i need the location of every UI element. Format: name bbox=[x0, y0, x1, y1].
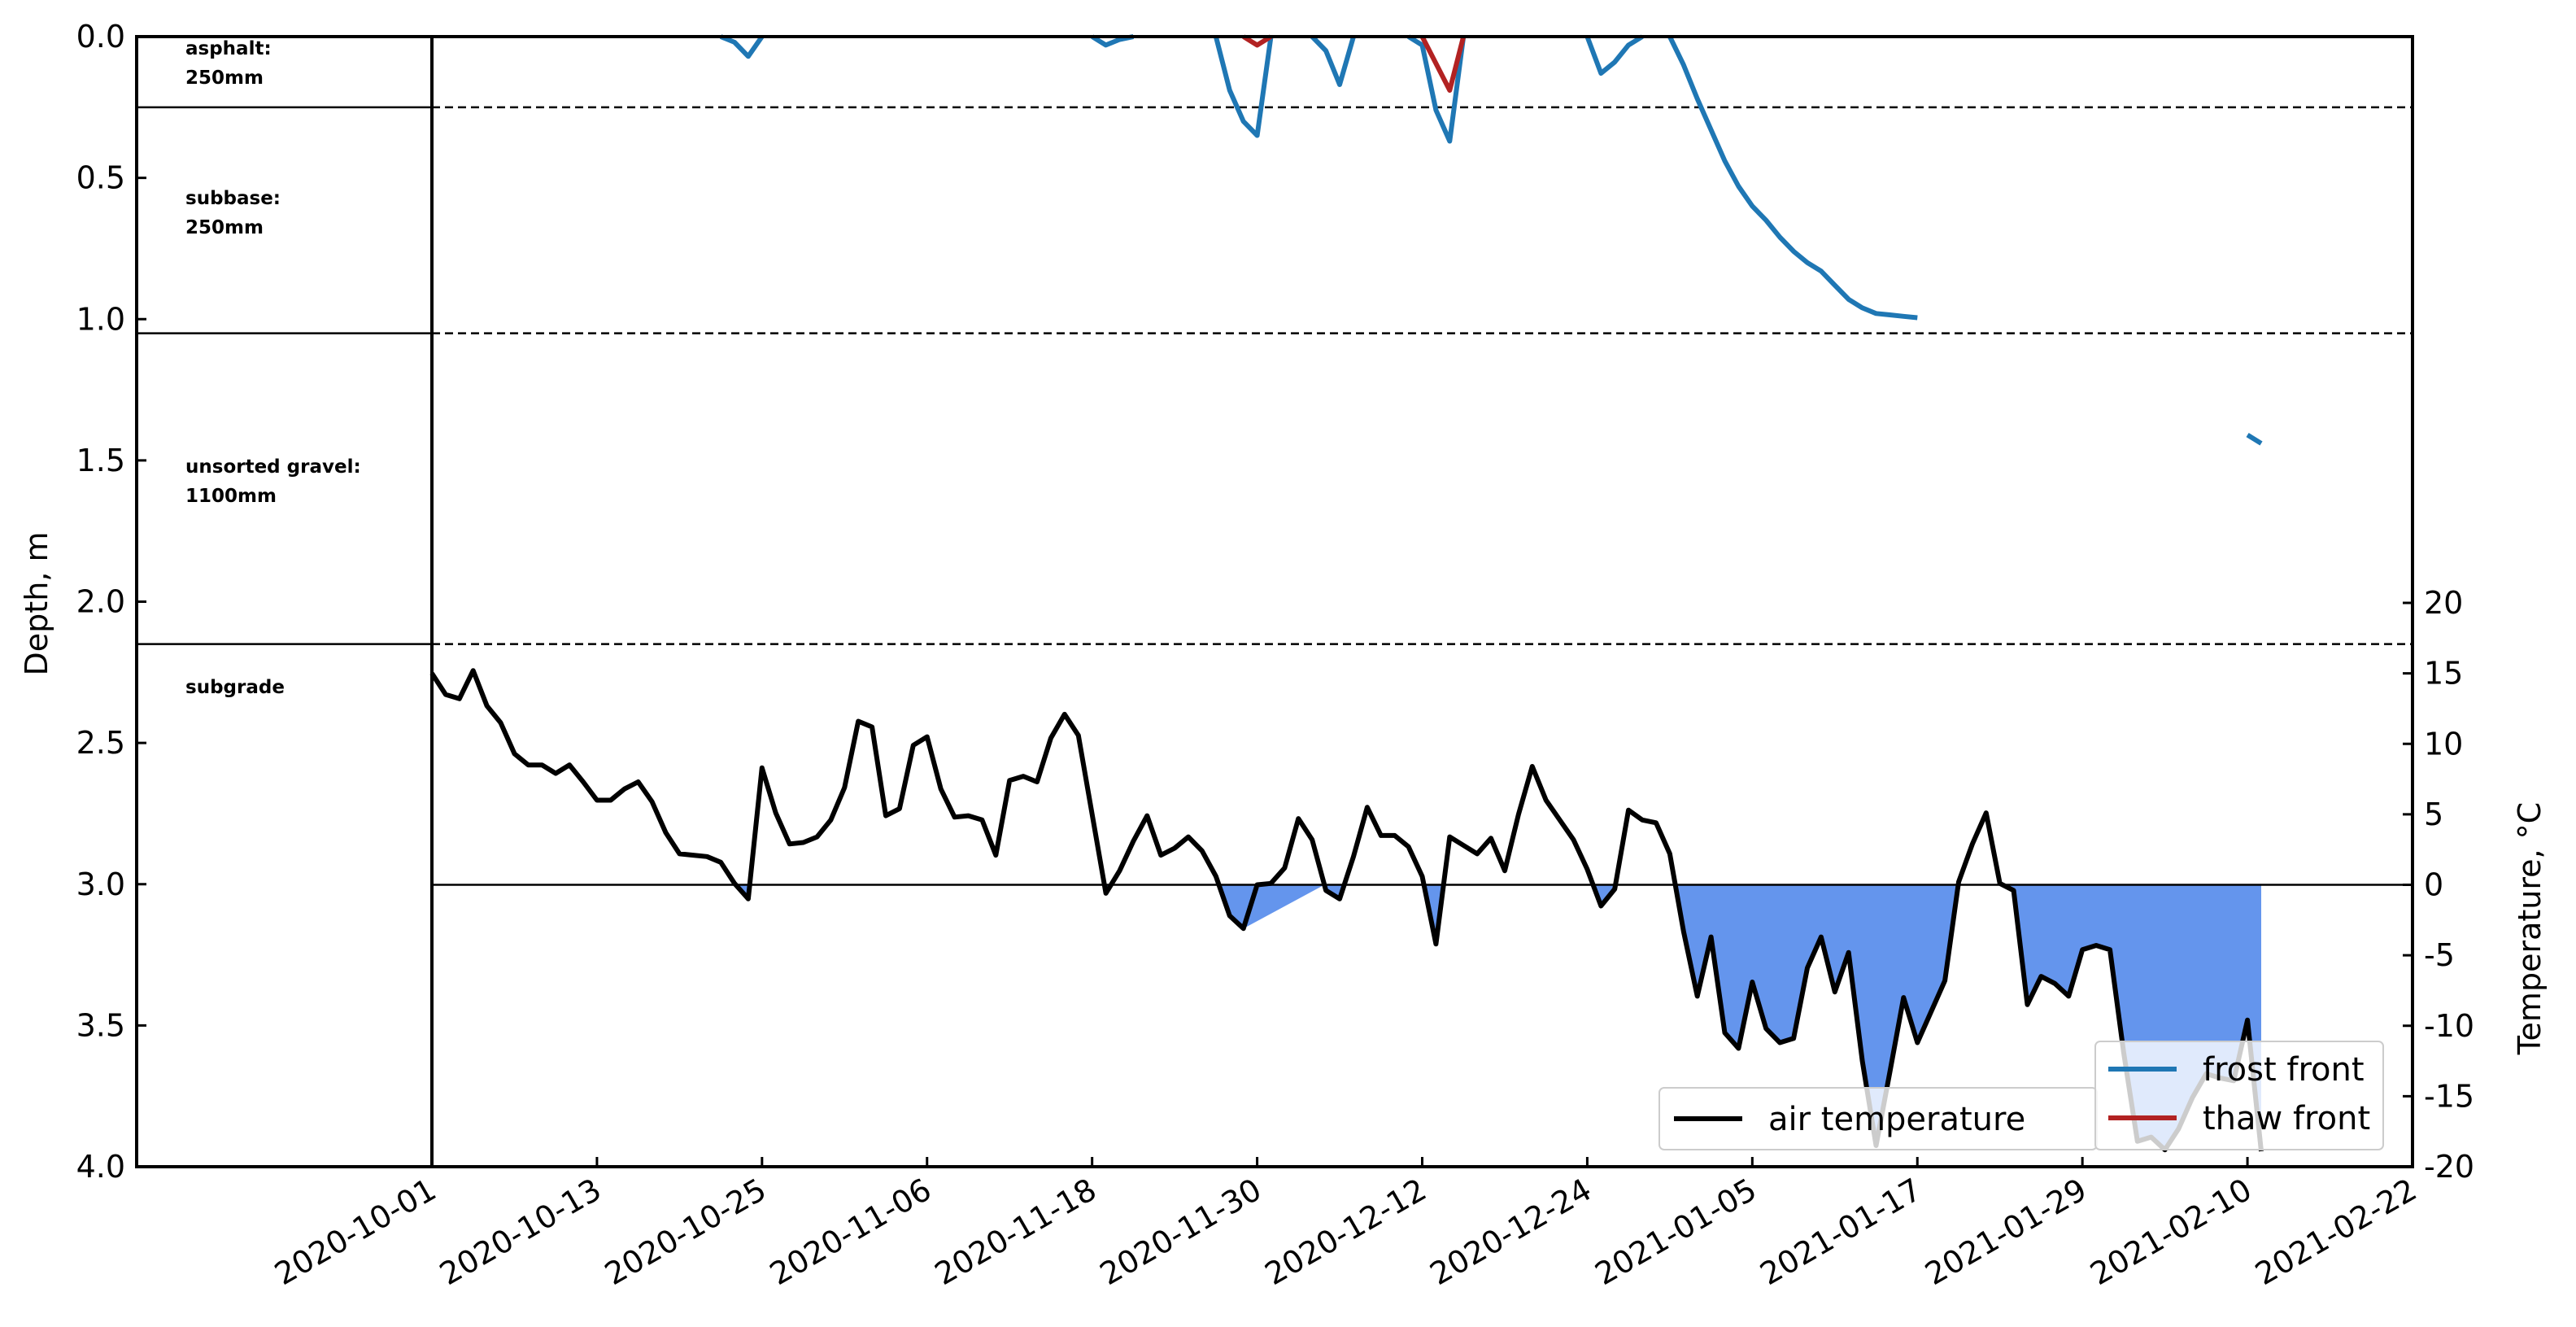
legend-air-temperature: air temperature bbox=[1658, 1087, 2098, 1150]
frost-front-line-5 bbox=[1584, 34, 1644, 76]
date-tick-label: 2020-11-06 bbox=[764, 1172, 937, 1293]
temperature-tick-label: 0 bbox=[2424, 867, 2443, 903]
y-axis-left-title: Depth, m bbox=[19, 532, 54, 676]
front-lines-layer bbox=[719, 34, 2263, 446]
y-axis-right-title: Temperature, °C bbox=[2512, 802, 2548, 1055]
depth-tick-label: 1.5 bbox=[76, 443, 125, 478]
date-tick-label: 2021-02-22 bbox=[2249, 1172, 2422, 1293]
depth-tick-label: 0.0 bbox=[76, 19, 125, 55]
temperature-tick-label: 20 bbox=[2424, 585, 2463, 621]
legend-label-frost-front: frost front bbox=[2203, 1051, 2365, 1089]
thaw-front-line-1 bbox=[1419, 35, 1467, 93]
depth-tick-label: 1.0 bbox=[76, 301, 125, 337]
plot-border bbox=[135, 35, 2414, 1168]
frost-front-line-0 bbox=[719, 34, 765, 59]
frost-front-line-2 bbox=[1213, 36, 1274, 138]
frost-front-line-6 bbox=[1667, 35, 1918, 321]
air-temperature-layer bbox=[429, 668, 2264, 1153]
frost-front-line-4 bbox=[1407, 34, 1467, 144]
temperature-tick-label: 5 bbox=[2424, 797, 2443, 832]
legend-fronts: frost front thaw front bbox=[2094, 1041, 2384, 1150]
layer-label-name: subbase: bbox=[185, 188, 281, 209]
depth-tick-label: 3.5 bbox=[76, 1007, 125, 1043]
depth-tick-label: 2.5 bbox=[76, 725, 125, 761]
temperature-tick-label: -5 bbox=[2424, 937, 2455, 973]
temperature-tick-label: -20 bbox=[2424, 1149, 2474, 1185]
date-tick-label: 2020-10-13 bbox=[434, 1172, 607, 1293]
date-tick-label: 2020-10-01 bbox=[268, 1172, 442, 1293]
plot-frame bbox=[135, 35, 2414, 1168]
temperature-tick-label: 10 bbox=[2424, 726, 2463, 762]
freeze-fill-region bbox=[1593, 884, 1616, 906]
air-temperature-line bbox=[429, 668, 2264, 1153]
legend-label-thaw-front: thaw front bbox=[2203, 1100, 2370, 1137]
depth-tick-label: 0.5 bbox=[76, 160, 125, 196]
layer-label-name: subgrade bbox=[185, 677, 285, 698]
frost-front-line-3 bbox=[1310, 34, 1356, 87]
date-tick-label: 2020-11-18 bbox=[929, 1172, 1102, 1293]
date-tick-label: 2020-11-30 bbox=[1094, 1172, 1267, 1293]
layer-label-thickness: 1100mm bbox=[185, 486, 277, 507]
date-tick-label: 2021-01-29 bbox=[1919, 1172, 2092, 1293]
thaw-front-line-0 bbox=[1242, 34, 1273, 48]
freeze-fill-region bbox=[1218, 884, 1345, 929]
temperature-tick-label: -10 bbox=[2424, 1008, 2474, 1044]
frost-front-line-7 bbox=[2246, 433, 2263, 446]
date-tick-label: 2020-12-24 bbox=[1424, 1172, 1597, 1293]
layer-boundaries bbox=[137, 106, 2413, 886]
legend-label-air-temperature: air temperature bbox=[1768, 1101, 2025, 1138]
date-tick-label: 2021-01-05 bbox=[1589, 1172, 1763, 1293]
date-tick-label: 2020-10-25 bbox=[599, 1172, 772, 1293]
temperature-tick-label: -15 bbox=[2424, 1078, 2474, 1114]
depth-tick-label: 2.0 bbox=[76, 584, 125, 620]
depth-tick-label: 4.0 bbox=[76, 1149, 125, 1185]
date-tick-label: 2020-12-12 bbox=[1259, 1172, 1432, 1293]
date-tick-label: 2021-01-17 bbox=[1754, 1172, 1927, 1293]
temperature-tick-label: 15 bbox=[2424, 656, 2463, 692]
layer-label-name: unsorted gravel: bbox=[185, 456, 361, 478]
layer-label-name: asphalt: bbox=[185, 38, 272, 59]
layer-label-thickness: 250mm bbox=[185, 217, 264, 238]
layer-labels: asphalt: 250mm subbase: 250mm unsorted grave… bbox=[185, 38, 361, 698]
layer-label-thickness: 250mm bbox=[185, 68, 264, 89]
depth-tick-label: 3.0 bbox=[76, 866, 125, 902]
date-tick-label: 2021-02-10 bbox=[2084, 1172, 2257, 1293]
